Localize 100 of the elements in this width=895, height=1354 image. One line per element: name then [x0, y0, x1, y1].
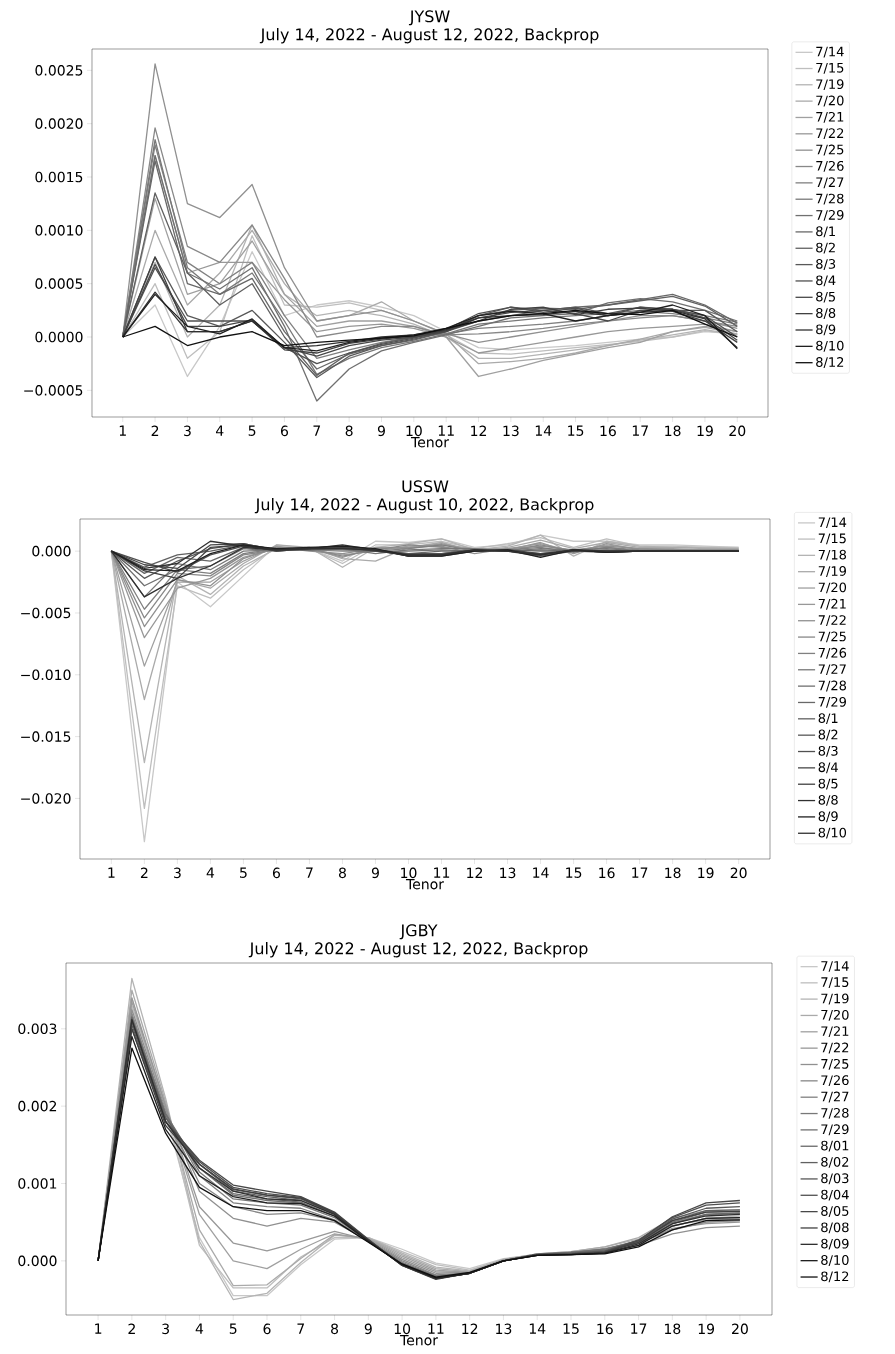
x-tick-label: 13: [500, 867, 516, 879]
legend-label: 7/27: [821, 1091, 849, 1103]
x-tick-label: 8: [345, 425, 353, 437]
legend-label: 8/5: [818, 778, 838, 790]
chart-title: JGBY: [399, 924, 438, 940]
legend-label: 8/10: [816, 340, 844, 352]
legend-label: 7/20: [816, 95, 844, 107]
legend-label: 8/1: [816, 226, 835, 238]
legend-label: 8/10: [821, 1255, 849, 1266]
x-tick-label: 10: [394, 1323, 411, 1335]
y-tick-label: −0.010: [21, 669, 71, 681]
legend-label: 7/26: [821, 1075, 849, 1087]
legend-label: 8/09: [821, 1238, 849, 1250]
y-tick-label: 0.003: [18, 1023, 57, 1035]
legend-label: 7/26: [816, 160, 844, 172]
y-tick-label: 0.000: [18, 1255, 57, 1267]
legend-label: 7/28: [821, 1107, 849, 1119]
x-tick-label: 10: [406, 425, 422, 437]
x-tick-label: 12: [471, 425, 487, 436]
legend-label: 7/25: [816, 144, 844, 156]
chart-subtitle: July 14, 2022 - August 12, 2022, Backprop: [248, 942, 588, 958]
x-tick-label: 2: [140, 867, 148, 878]
x-tick-label: 18: [665, 425, 681, 437]
chart-subtitle: July 14, 2022 - August 10, 2022, Backprop: [254, 497, 594, 514]
x-tick-label: 7: [297, 1323, 305, 1334]
y-tick-label: 0.0020: [35, 118, 83, 129]
legend-label: 8/08: [821, 1222, 849, 1234]
x-tick-label: 14: [529, 1323, 546, 1334]
x-axis-title: Tenor: [399, 1335, 439, 1346]
legend-label: 7/15: [821, 977, 849, 989]
x-tick-label: 7: [313, 425, 321, 436]
x-tick-label: 1: [95, 1323, 102, 1334]
legend-label: 8/12: [821, 1271, 849, 1283]
y-tick-label: 0.002: [18, 1100, 57, 1112]
x-tick-label: 15: [568, 425, 584, 436]
legend-label: 7/25: [821, 1058, 849, 1070]
chart-title: USSW: [402, 480, 449, 493]
x-tick-label: 7: [306, 867, 313, 878]
y-tick-label: −0.015: [21, 731, 71, 742]
legend-label: 8/4: [818, 762, 838, 774]
chart-title: JYSW: [408, 10, 450, 26]
legend-label: 7/20: [818, 582, 847, 594]
x-tick-label: 20: [729, 425, 746, 437]
x-tick-label: 1: [108, 867, 115, 878]
x-tick-label: 4: [206, 867, 215, 878]
x-tick-label: 5: [229, 1323, 237, 1334]
x-tick-label: 19: [698, 1323, 715, 1335]
x-tick-label: 20: [730, 867, 747, 879]
legend-label: 8/1: [818, 713, 838, 725]
legend-label: 7/21: [816, 111, 844, 123]
x-tick-label: 4: [195, 1323, 204, 1334]
x-tick-label: 9: [377, 425, 385, 437]
legend-label: 7/28: [816, 193, 844, 205]
x-tick-label: 17: [632, 425, 648, 436]
x-tick-label: 16: [600, 425, 616, 437]
legend-label: 8/3: [816, 259, 836, 270]
x-tick-label: 16: [597, 1323, 613, 1335]
x-tick-label: 13: [496, 1323, 512, 1335]
legend-label: 7/29: [816, 209, 844, 221]
x-tick-label: 13: [503, 425, 519, 437]
y-tick-label: 0.0025: [35, 65, 83, 76]
legend-label: 8/9: [816, 324, 836, 336]
x-axis-title: Tenor: [410, 436, 450, 448]
legend-label: 8/10: [818, 827, 847, 839]
x-tick-label: 11: [438, 425, 454, 436]
y-tick-label: −0.020: [21, 793, 71, 804]
legend-label: 7/22: [821, 1042, 849, 1054]
x-axis-title: Tenor: [405, 878, 445, 890]
x-tick-label: 8: [338, 867, 346, 879]
legend-label: 8/05: [821, 1206, 849, 1217]
legend-label: 7/26: [818, 647, 847, 659]
legend-label: 7/15: [816, 63, 844, 74]
legend-label: 8/12: [816, 357, 844, 368]
x-tick-label: 10: [401, 867, 417, 879]
x-tick-label: 18: [664, 1323, 681, 1335]
x-tick-label: 6: [272, 867, 281, 879]
x-tick-label: 6: [263, 1323, 271, 1335]
x-tick-label: 5: [240, 867, 247, 878]
x-tick-label: 6: [280, 425, 289, 437]
x-tick-label: 3: [184, 425, 191, 437]
x-tick-label: 4: [216, 425, 224, 436]
y-tick-label: 0.001: [18, 1178, 57, 1189]
legend-label: 7/14: [816, 46, 844, 58]
legend-label: 7/29: [821, 1124, 849, 1136]
x-tick-label: 1: [119, 425, 126, 436]
legend-label: 7/22: [816, 128, 844, 140]
x-tick-label: 12: [462, 1323, 478, 1334]
y-tick-label: −0.0005: [24, 385, 83, 396]
x-tick-label: 18: [665, 867, 681, 879]
x-tick-label: 9: [364, 1323, 372, 1335]
legend-label: 7/21: [818, 598, 846, 610]
y-tick-label: 0.0010: [35, 225, 83, 236]
x-tick-label: 14: [535, 425, 552, 436]
legend-label: 8/02: [821, 1157, 849, 1168]
legend-label: 8/8: [818, 794, 838, 806]
legend-label: 7/27: [816, 177, 844, 189]
y-tick-label: 0.0000: [35, 331, 83, 343]
legend-label: 8/03: [821, 1173, 849, 1185]
legend-label: 8/3: [818, 745, 838, 757]
legend-label: 7/18: [818, 549, 847, 561]
